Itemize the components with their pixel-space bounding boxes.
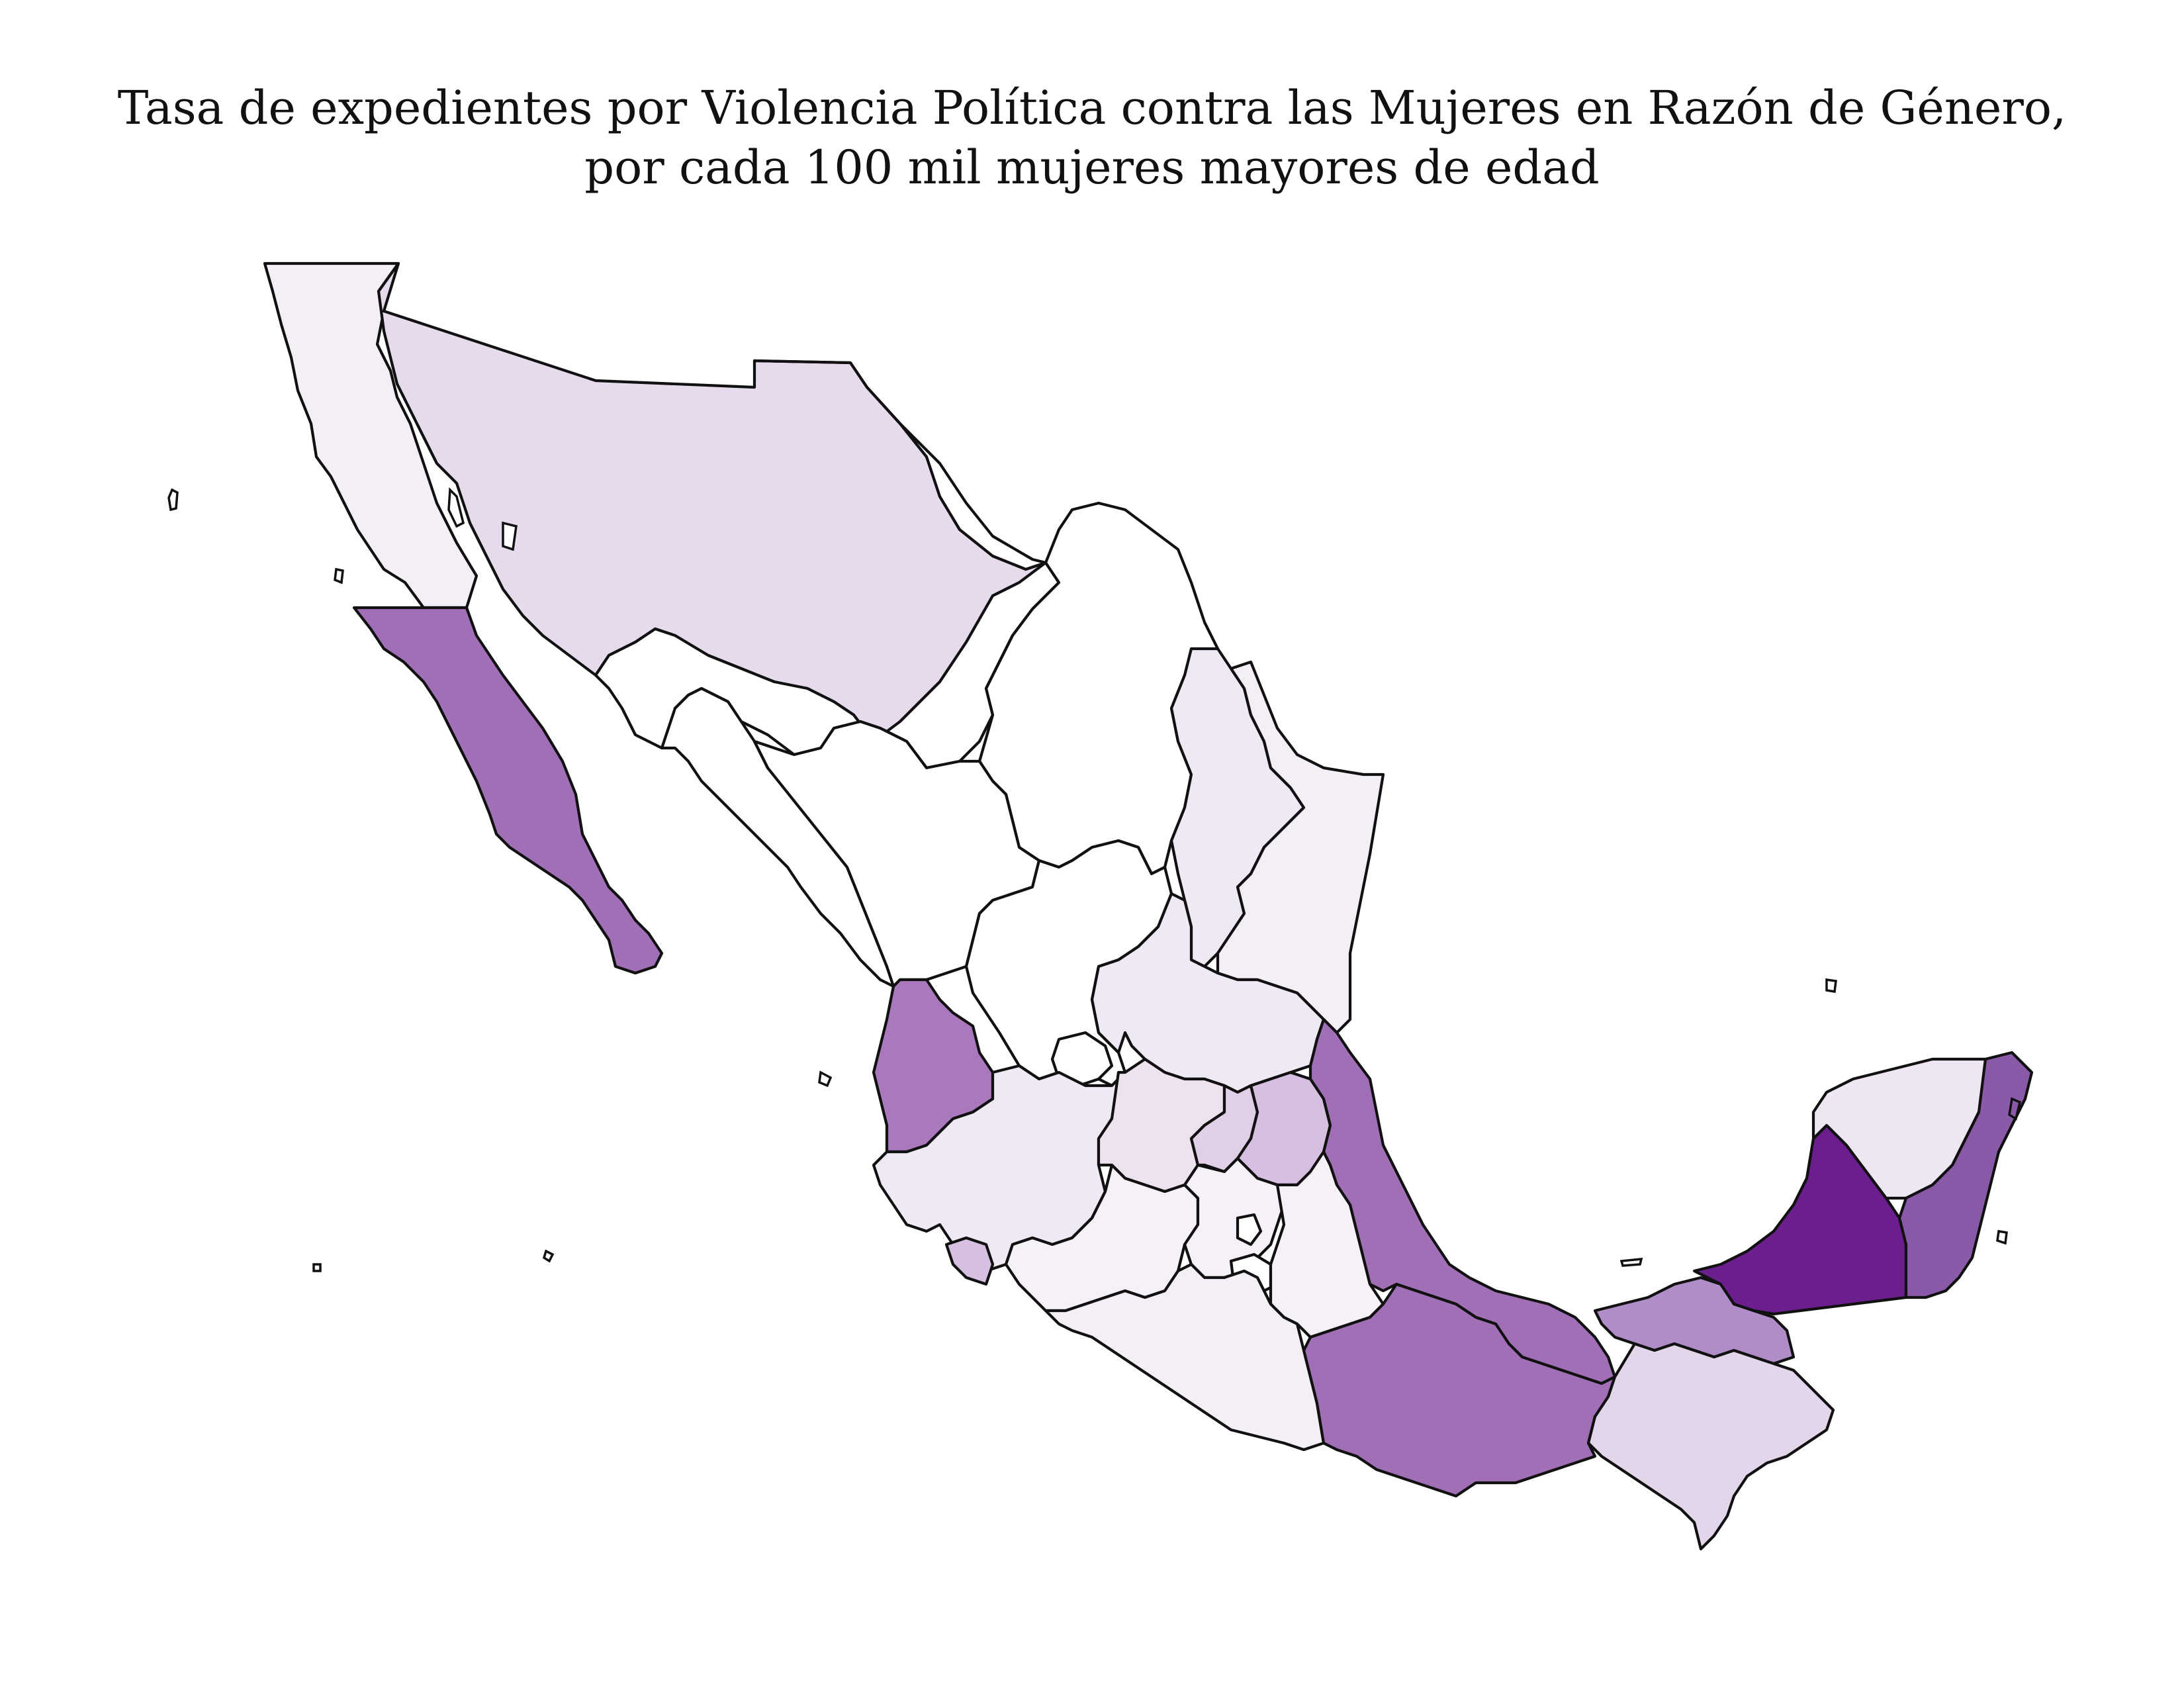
state-chiapas: [1586, 1342, 1835, 1551]
state-ciudad-de-mexico: [1236, 1213, 1263, 1246]
island-cedros: [334, 567, 344, 585]
island-cozumel: [2008, 1097, 2022, 1121]
state-sinaloa: [660, 686, 895, 988]
islands-layer: [167, 487, 2022, 1272]
map-title-line-1: Tasa de expedientes por Violencia Políti…: [117, 81, 2067, 135]
map-title: Tasa de expedientes por Violencia Políti…: [0, 78, 2184, 197]
map-title-line-2: por cada 100 mil mujeres mayores de edad: [584, 140, 1600, 195]
island-revillagigedo-1: [312, 1263, 322, 1272]
island-marias: [818, 1070, 833, 1088]
state-oaxaca: [1302, 1282, 1617, 1498]
island-tiburon: [502, 521, 518, 551]
state-aguascalientes: [1050, 1031, 1114, 1088]
island-holbox: [1996, 1229, 2008, 1245]
state-colima: [944, 1236, 995, 1286]
island-arrecife-alacranes: [1825, 978, 1837, 994]
island-carmen: [1619, 1258, 1643, 1267]
island-guadalupe: [167, 488, 179, 512]
island-angel-de-la-guarda: [447, 487, 465, 528]
island-revillagigedo-2: [542, 1249, 555, 1263]
state-baja-california-sur: [352, 606, 664, 975]
states-layer: [263, 261, 2034, 1551]
state-estado-de-mexico: [1183, 1156, 1286, 1280]
